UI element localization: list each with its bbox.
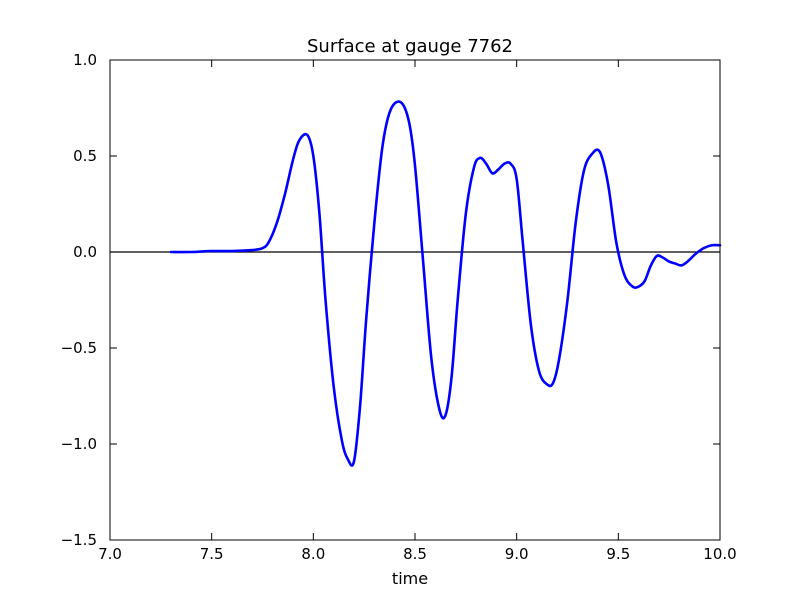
- x-tick-label: 10.0: [703, 545, 736, 563]
- y-tick-label: 0.5: [73, 147, 97, 165]
- x-tick-label: 8.5: [403, 545, 427, 563]
- x-axis-label: time: [392, 569, 428, 588]
- y-axis-ticks: 1.0 0.5 0.0 −0.5 −1.0 −1.5: [61, 51, 720, 549]
- x-tick-label: 8.0: [301, 545, 325, 563]
- series-line-0: [169, 100, 722, 467]
- series-layer: [169, 100, 722, 467]
- chart-title: Surface at gauge 7762: [307, 36, 513, 57]
- x-tick-label: 7.0: [98, 545, 122, 563]
- y-tick-label: 0.0: [73, 243, 97, 261]
- x-axis-ticks: 7.0 7.5 8.0 8.5 9.0 9.5 10.0: [98, 60, 737, 563]
- y-tick-label: −1.0: [61, 435, 97, 453]
- y-tick-label: −1.5: [61, 531, 97, 549]
- x-tick-label: 7.5: [200, 545, 224, 563]
- y-tick-label: 1.0: [73, 51, 97, 69]
- plot-area: [110, 60, 720, 540]
- y-tick-label: −0.5: [61, 339, 97, 357]
- x-tick-label: 9.0: [505, 545, 529, 563]
- x-tick-label: 9.5: [606, 545, 630, 563]
